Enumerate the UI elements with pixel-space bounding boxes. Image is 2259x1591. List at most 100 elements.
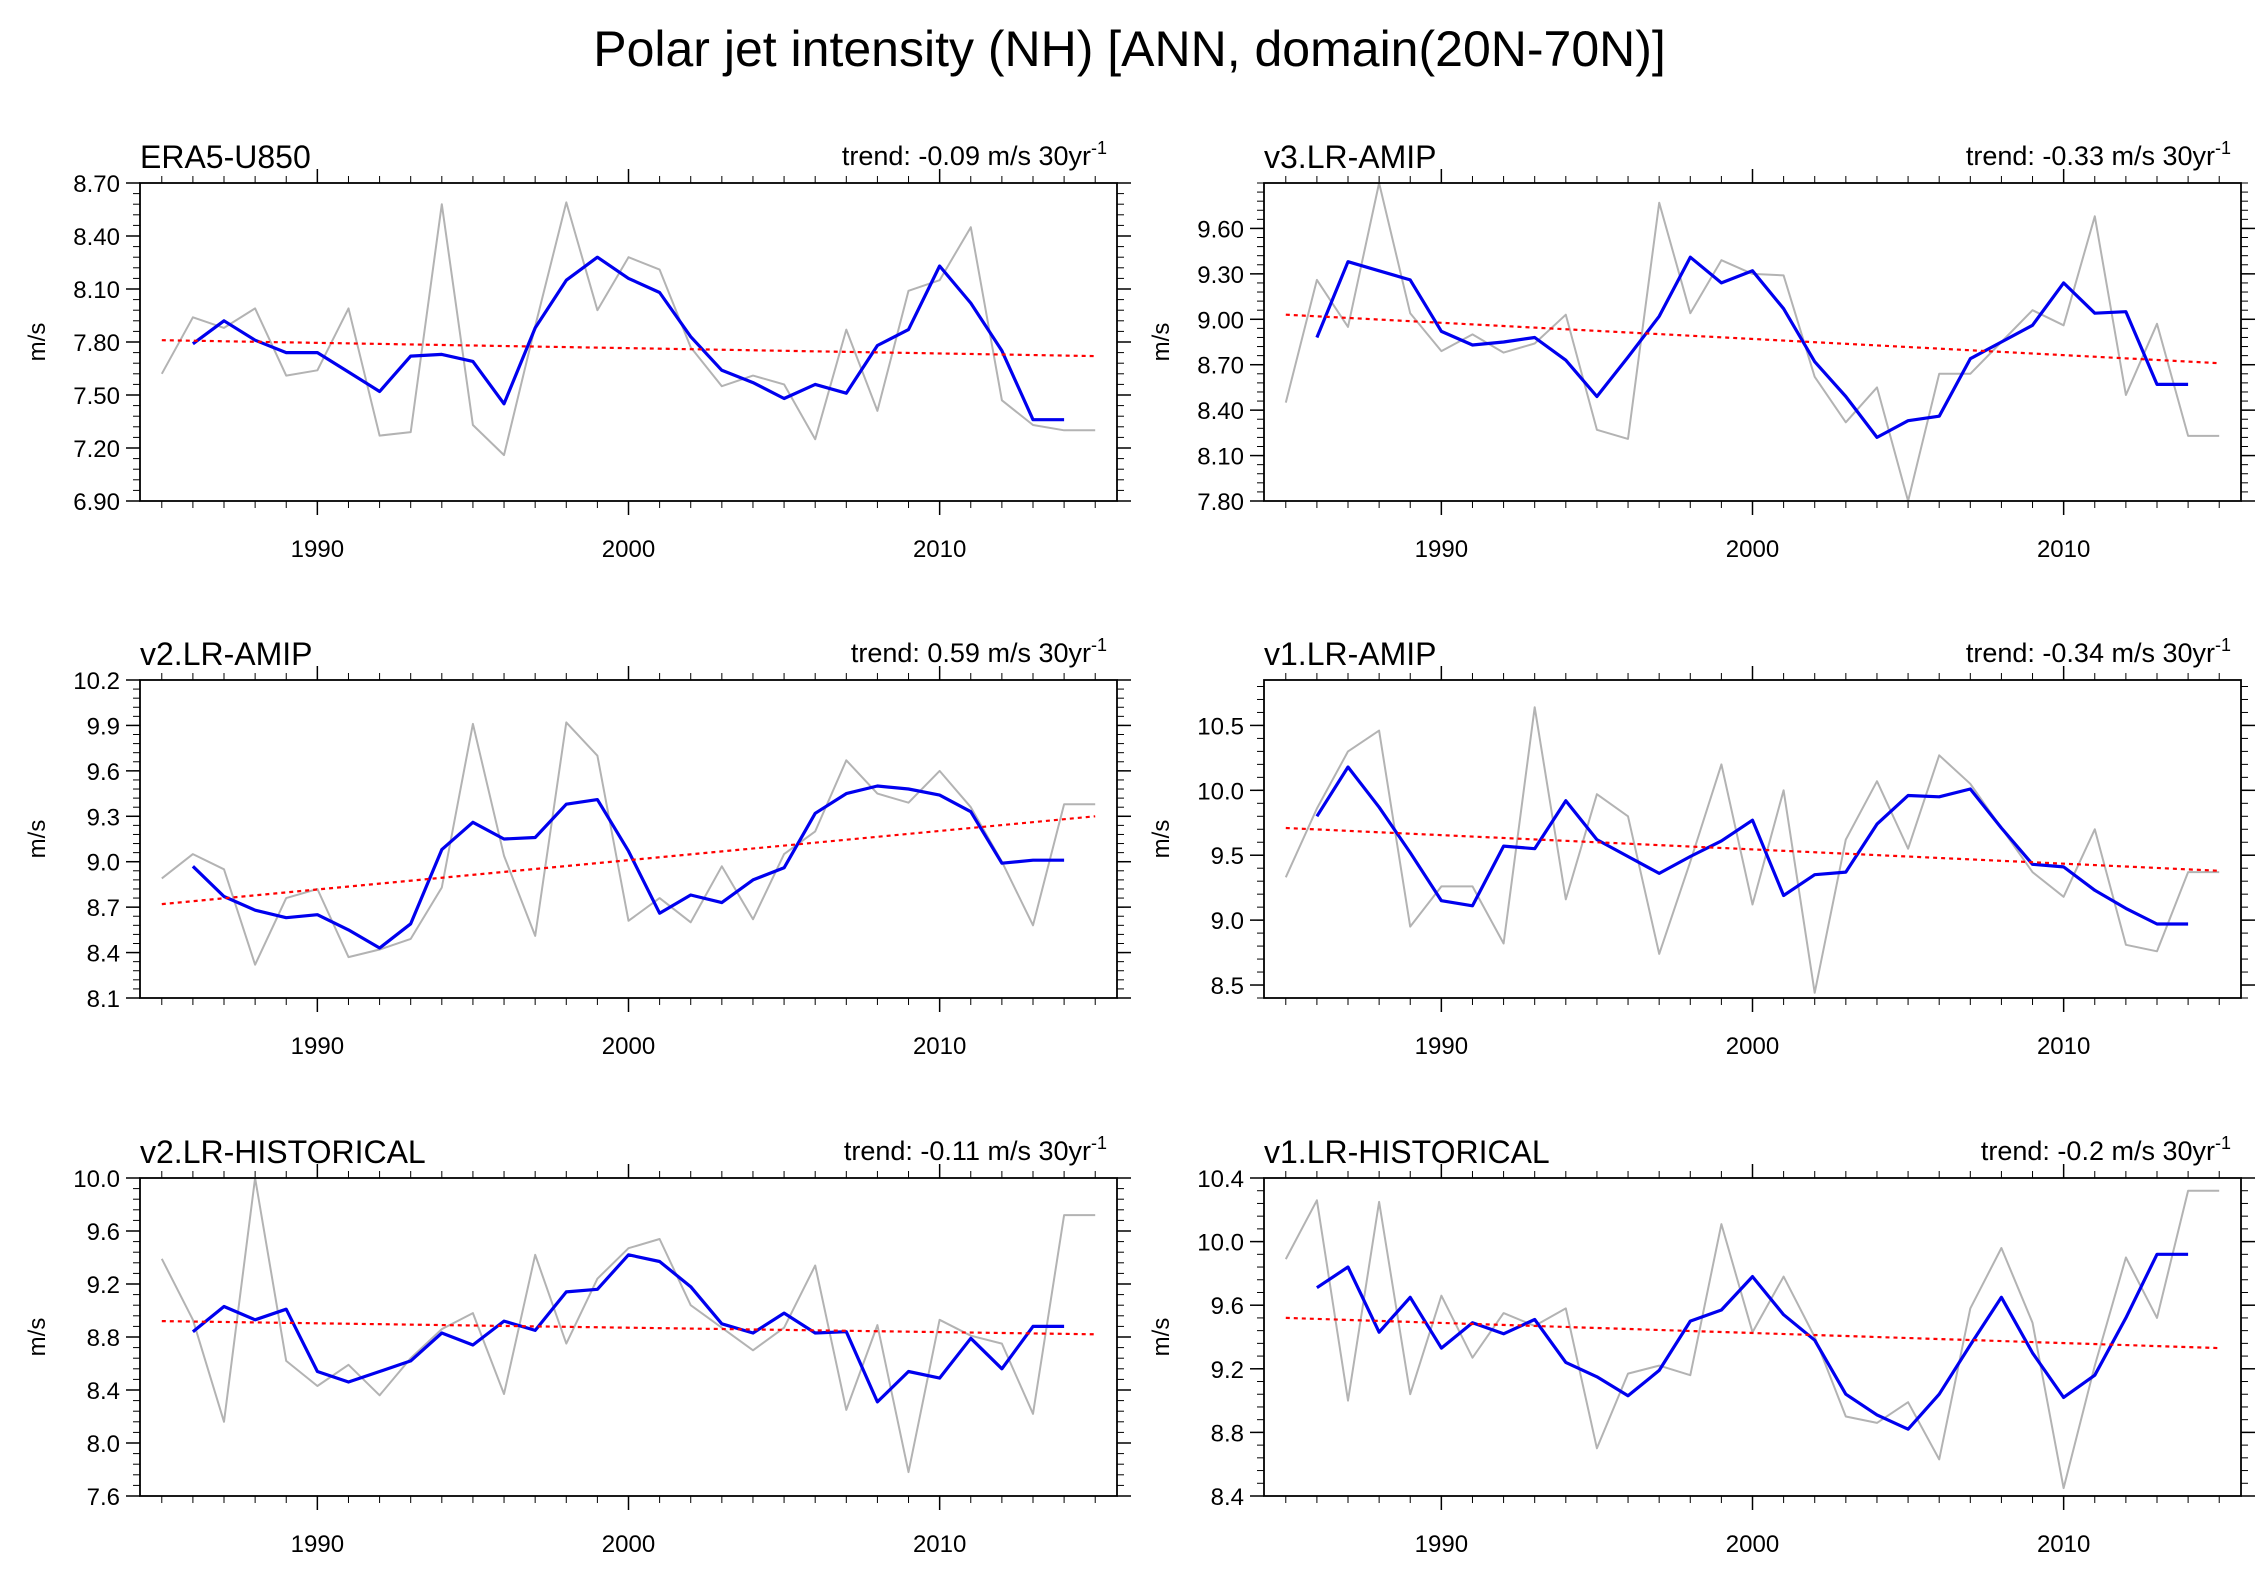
y-tick-label: 8.4: [87, 1378, 120, 1405]
y-tick-label: 9.6: [87, 1219, 120, 1246]
y-tick-label: 8.0: [87, 1431, 120, 1458]
trend-text: trend: -0.33 m/s 30yr: [1966, 141, 2215, 171]
series-raw-line: [1284, 1189, 2220, 1490]
series-smoothed-line: [191, 255, 1065, 422]
panel-3: v2.LR-AMIP trend: 0.59 m/s 30yr-1 m/s 8.1 8.…: [24, 635, 1131, 1060]
y-tick-label: 8.10: [1197, 444, 1244, 471]
plot-frame: [1263, 182, 2242, 502]
series-smoothed-line: [1316, 1252, 2189, 1431]
series-raw-line: [1284, 182, 2220, 502]
panel-title: v1.LR-HISTORICAL: [1264, 1134, 1550, 1170]
trend-text: trend: -0.2 m/s 30yr: [1981, 1136, 2215, 1166]
series-raw-line: [160, 1177, 1096, 1474]
trend-text: trend: -0.11 m/s 30yr: [844, 1136, 1091, 1166]
series-smoothed-line: [191, 784, 1065, 950]
y-tick-label: 8.1: [87, 986, 120, 1013]
y-tick-label: 9.3: [87, 804, 120, 831]
plot-frame: [1263, 679, 2242, 999]
y-tick-label: 7.6: [87, 1484, 120, 1511]
y-axis-label: m/s: [24, 323, 51, 362]
series-trend-line: [1285, 313, 2220, 365]
x-tick-label: 2000: [1726, 1531, 1779, 1558]
x-tick-label: 1990: [1415, 536, 1468, 563]
series-raw-line: [161, 721, 1096, 966]
y-tick-label: 7.20: [73, 436, 120, 463]
trend-label: trend: -0.2 m/s 30yr-1: [1981, 1133, 2231, 1166]
plot-frame: [139, 1177, 1118, 1497]
y-tick-label: 9.2: [1211, 1357, 1244, 1384]
trend-exponent: -1: [2215, 1133, 2231, 1153]
y-tick-label: 10.2: [73, 668, 120, 695]
y-tick-label: 9.00: [1197, 307, 1244, 334]
trend-label: trend: 0.59 m/s 30yr-1: [851, 635, 1107, 668]
series-trend-line: [1285, 826, 2220, 872]
x-tick-label: 1990: [1415, 1531, 1468, 1558]
x-tick-label: 2010: [2037, 536, 2090, 563]
panel-1: ERA5-U850 trend: -0.09 m/s 30yr-1 m/s 6.90 7…: [24, 138, 1131, 563]
x-tick-label: 2000: [602, 1531, 655, 1558]
y-tick-label: 9.6: [1211, 1293, 1244, 1320]
trend-exponent: -1: [2215, 138, 2231, 158]
x-tick-label: 1990: [1415, 1033, 1468, 1060]
figure-title: Polar jet intensity (NH) [ANN, domain(20…: [593, 21, 1666, 77]
trend-label: trend: -0.33 m/s 30yr-1: [1966, 138, 2231, 171]
y-tick-label: 9.0: [1211, 908, 1244, 935]
y-tick-label: 8.10: [73, 277, 120, 304]
x-tick-label: 1990: [291, 1033, 344, 1060]
x-tick-label: 2010: [913, 1531, 966, 1558]
panel-title: ERA5-U850: [140, 139, 311, 175]
y-tick-label: 8.7: [87, 895, 120, 922]
y-tick-label: 9.9: [87, 713, 120, 740]
y-tick-label: 10.0: [1197, 778, 1244, 805]
series-trend-line: [1285, 1316, 2220, 1350]
series-smoothed-line: [1315, 255, 2189, 439]
x-tick-label: 1990: [291, 1531, 344, 1558]
x-tick-label: 2000: [602, 536, 655, 563]
y-tick-label: 8.8: [1211, 1420, 1244, 1447]
series-raw-line: [1284, 706, 2220, 994]
panel-title: v2.LR-HISTORICAL: [140, 1134, 426, 1170]
trend-label: trend: -0.09 m/s 30yr-1: [842, 138, 1107, 171]
y-axis-label: m/s: [1148, 1318, 1175, 1357]
x-tick-label: 2000: [1726, 536, 1779, 563]
y-tick-label: 9.6: [87, 759, 120, 786]
y-axis-label: m/s: [1148, 323, 1175, 362]
y-tick-label: 9.2: [87, 1272, 120, 1299]
y-tick-label: 9.5: [1211, 843, 1244, 870]
panel-title: v3.LR-AMIP: [1264, 139, 1436, 175]
y-tick-label: 8.4: [1211, 1484, 1244, 1511]
x-tick-label: 2000: [1726, 1033, 1779, 1060]
plot-frame: [1263, 1177, 2242, 1497]
y-tick-label: 9.0: [87, 850, 120, 877]
series-trend-line: [161, 1320, 1096, 1336]
y-axis-label: m/s: [24, 1318, 51, 1357]
x-tick-label: 2010: [913, 1033, 966, 1060]
y-tick-label: 10.0: [1197, 1230, 1244, 1257]
y-tick-label: 9.60: [1197, 216, 1244, 243]
y-axis-label: m/s: [24, 820, 51, 859]
y-tick-label: 8.5: [1211, 973, 1244, 1000]
trend-text: trend: 0.59 m/s 30yr: [851, 638, 1091, 668]
panel-title: v1.LR-AMIP: [1264, 636, 1436, 672]
y-tick-label: 8.70: [73, 171, 120, 198]
panel-5: v2.LR-HISTORICAL trend: -0.11 m/s 30yr-1 m…: [24, 1133, 1131, 1558]
y-tick-label: 8.40: [73, 224, 120, 251]
x-tick-label: 1990: [291, 536, 344, 563]
series-trend-line: [161, 815, 1096, 906]
panel-title: v2.LR-AMIP: [140, 636, 312, 672]
y-tick-label: 6.90: [73, 489, 120, 516]
y-tick-label: 8.70: [1197, 353, 1244, 380]
y-tick-label: 7.80: [1197, 489, 1244, 516]
series-trend-line: [161, 339, 1096, 358]
trend-exponent: -1: [1091, 635, 1107, 655]
y-tick-label: 8.40: [1197, 398, 1244, 425]
y-tick-label: 8.4: [87, 941, 120, 968]
series-smoothed-line: [1315, 765, 2189, 926]
trend-label: trend: -0.11 m/s 30yr-1: [844, 1133, 1107, 1166]
y-tick-label: 7.80: [73, 330, 120, 357]
trend-exponent: -1: [1091, 138, 1107, 158]
y-axis-label: m/s: [1148, 820, 1175, 859]
y-tick-label: 9.30: [1197, 262, 1244, 289]
